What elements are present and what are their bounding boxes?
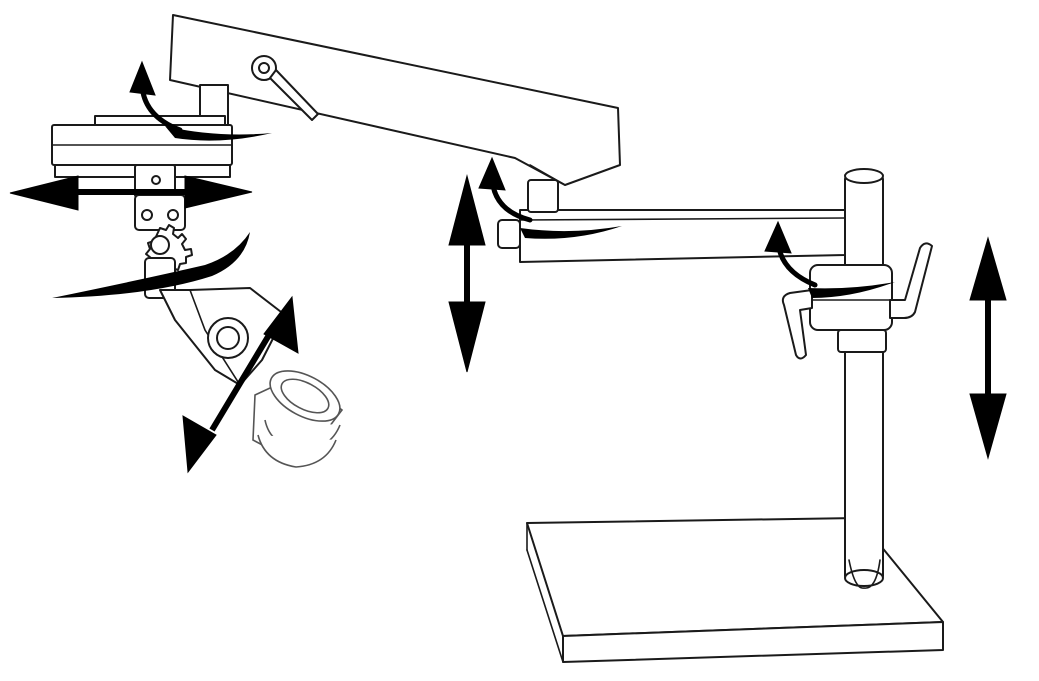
base-plate — [526, 517, 944, 663]
post-clamp-collar — [781, 242, 933, 360]
upper-boom-arm — [169, 14, 621, 186]
rotation-arrow-icon — [129, 60, 272, 141]
horizontal-double-arrow-icon — [9, 175, 253, 211]
vertical-post — [844, 168, 884, 589]
rotation-arrow-icon — [52, 232, 250, 298]
diagonal-double-arrow-icon — [182, 295, 299, 474]
bar-end-knob — [497, 219, 521, 249]
rotation-arrow-icon — [478, 156, 622, 239]
vertical-double-arrow-icon — [969, 236, 1007, 460]
boom-tension-lever — [269, 69, 319, 121]
objective-lens-stack — [252, 370, 344, 468]
tilt-arm-and-optics — [159, 287, 344, 468]
horizontal-support-bar — [497, 179, 846, 263]
clamp-lever-left — [781, 289, 813, 360]
vertical-double-arrow-icon — [448, 174, 486, 373]
clamp-lever-right — [889, 242, 933, 319]
rotation-arrow-icon — [764, 220, 895, 298]
